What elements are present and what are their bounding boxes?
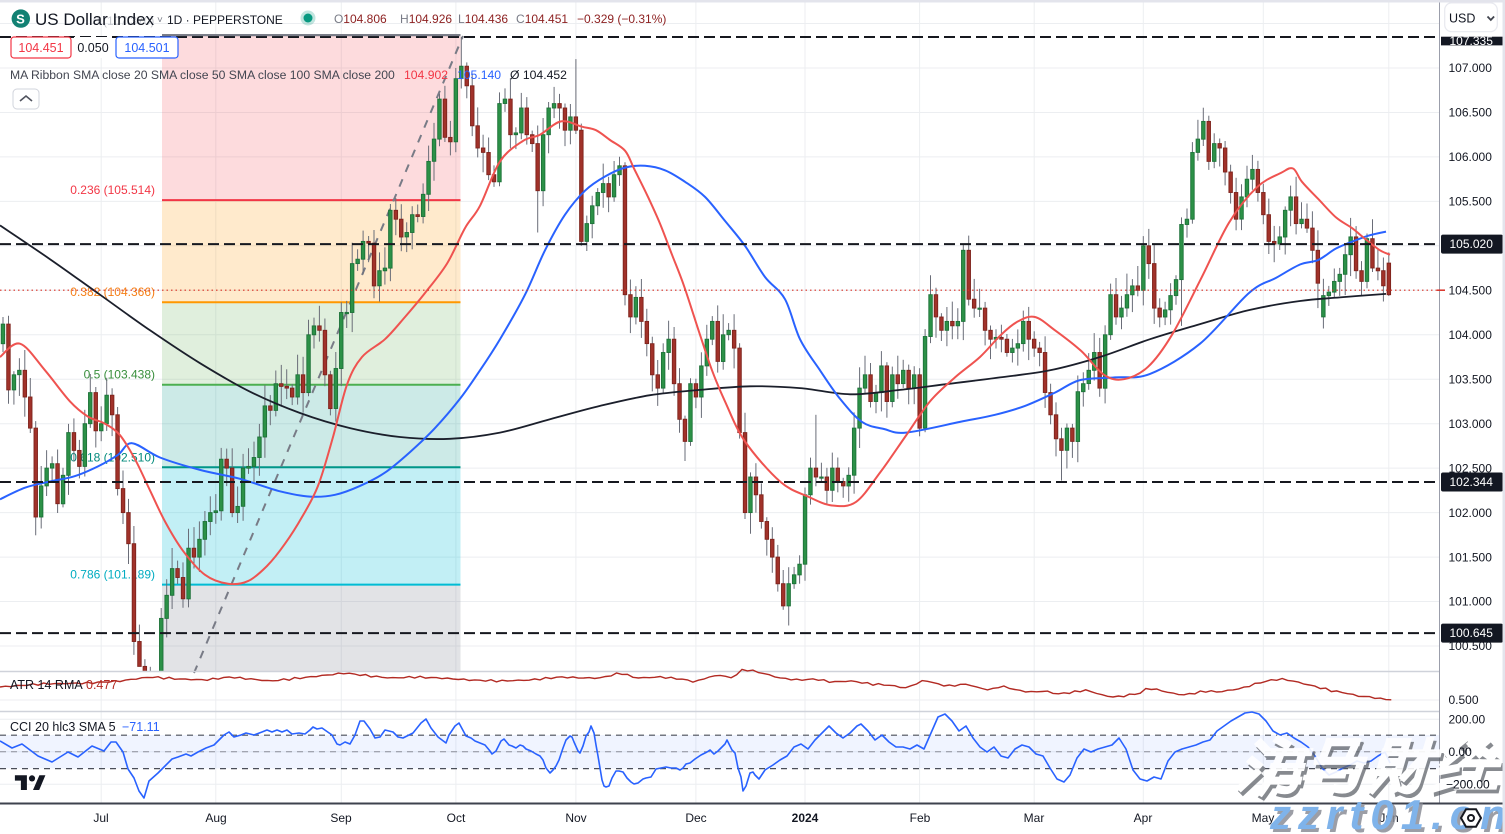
svg-text:0.382 (104.366): 0.382 (104.366) xyxy=(70,285,155,299)
svg-text:104.500: 104.500 xyxy=(1449,284,1493,298)
svg-text:103.000: 103.000 xyxy=(1449,417,1493,431)
svg-text:0.050: 0.050 xyxy=(77,41,108,55)
svg-text:US Dollar Index: US Dollar Index xyxy=(35,10,155,29)
svg-text:1D · PEPPERSTONE: 1D · PEPPERSTONE xyxy=(167,13,283,27)
svg-text:Jul: Jul xyxy=(93,811,108,825)
svg-text:Jun: Jun xyxy=(1379,811,1398,825)
svg-text:106.000: 106.000 xyxy=(1449,150,1493,164)
svg-text:Mar: Mar xyxy=(1024,811,1045,825)
svg-text:104.806: 104.806 xyxy=(343,12,387,26)
svg-text:104.451: 104.451 xyxy=(525,12,569,26)
svg-text:H: H xyxy=(400,12,409,26)
svg-text:107.335: 107.335 xyxy=(1450,34,1494,48)
svg-text:MA Ribbon SMA close 20 SMA clo: MA Ribbon SMA close 20 SMA close 50 SMA … xyxy=(10,68,395,82)
svg-text:2024: 2024 xyxy=(792,811,819,825)
svg-text:−200.00: −200.00 xyxy=(1446,777,1490,791)
svg-text:Oct: Oct xyxy=(447,811,466,825)
svg-text:CCI 20 hlc3 SMA 5: CCI 20 hlc3 SMA 5 xyxy=(10,720,116,734)
svg-text:104.501: 104.501 xyxy=(124,41,169,55)
svg-text:105.140: 105.140 xyxy=(457,68,501,82)
svg-text:106.500: 106.500 xyxy=(1449,106,1493,120)
svg-text:ATR 14 RMA: ATR 14 RMA xyxy=(10,678,83,692)
svg-text:USD: USD xyxy=(1449,12,1475,26)
svg-text:0.477: 0.477 xyxy=(86,678,117,692)
svg-text:Aug: Aug xyxy=(205,811,226,825)
svg-text:103.500: 103.500 xyxy=(1449,372,1493,386)
svg-text:Ø 104.452: Ø 104.452 xyxy=(510,68,567,82)
svg-text:104.451: 104.451 xyxy=(18,41,63,55)
svg-text:200.00: 200.00 xyxy=(1449,712,1486,726)
svg-text:0 (107.370): 0 (107.370) xyxy=(93,14,154,28)
svg-text:Sep: Sep xyxy=(330,811,352,825)
svg-text:0.236 (105.514): 0.236 (105.514) xyxy=(70,183,155,197)
svg-text:102.000: 102.000 xyxy=(1449,506,1493,520)
svg-text:May: May xyxy=(1252,811,1275,825)
svg-text:O: O xyxy=(334,12,343,26)
svg-text:Nov: Nov xyxy=(565,811,586,825)
svg-text:0.00: 0.00 xyxy=(1449,745,1473,759)
svg-text:0.500: 0.500 xyxy=(1449,693,1479,707)
svg-text:0.786 (101.189): 0.786 (101.189) xyxy=(70,568,155,582)
svg-text:102.500: 102.500 xyxy=(1449,461,1493,475)
svg-text:˅: ˅ xyxy=(157,15,163,26)
svg-text:104.000: 104.000 xyxy=(1449,328,1493,342)
svg-text:L: L xyxy=(458,12,465,26)
svg-text:107.000: 107.000 xyxy=(1449,61,1493,75)
svg-text:102.344: 102.344 xyxy=(1450,475,1494,489)
svg-text:104.436: 104.436 xyxy=(465,12,509,26)
svg-text:0.5 (103.438): 0.5 (103.438) xyxy=(84,368,155,382)
svg-text:101.000: 101.000 xyxy=(1449,595,1493,609)
svg-text:104.902: 104.902 xyxy=(404,68,448,82)
svg-text:100.500: 100.500 xyxy=(1449,639,1493,653)
svg-text:101.500: 101.500 xyxy=(1449,550,1493,564)
svg-text:105.500: 105.500 xyxy=(1449,195,1493,209)
svg-text:Dec: Dec xyxy=(685,811,706,825)
svg-text:105.020: 105.020 xyxy=(1450,237,1494,251)
svg-text:C: C xyxy=(516,12,525,26)
svg-text:Apr: Apr xyxy=(1134,811,1153,825)
svg-text:104.926: 104.926 xyxy=(409,12,453,26)
svg-text:Feb: Feb xyxy=(910,811,931,825)
svg-text:−0.329 (−0.31%): −0.329 (−0.31%) xyxy=(577,12,666,26)
svg-text:−71.11: −71.11 xyxy=(122,720,160,734)
svg-text:100.645: 100.645 xyxy=(1450,626,1494,640)
svg-text:S: S xyxy=(16,12,25,27)
